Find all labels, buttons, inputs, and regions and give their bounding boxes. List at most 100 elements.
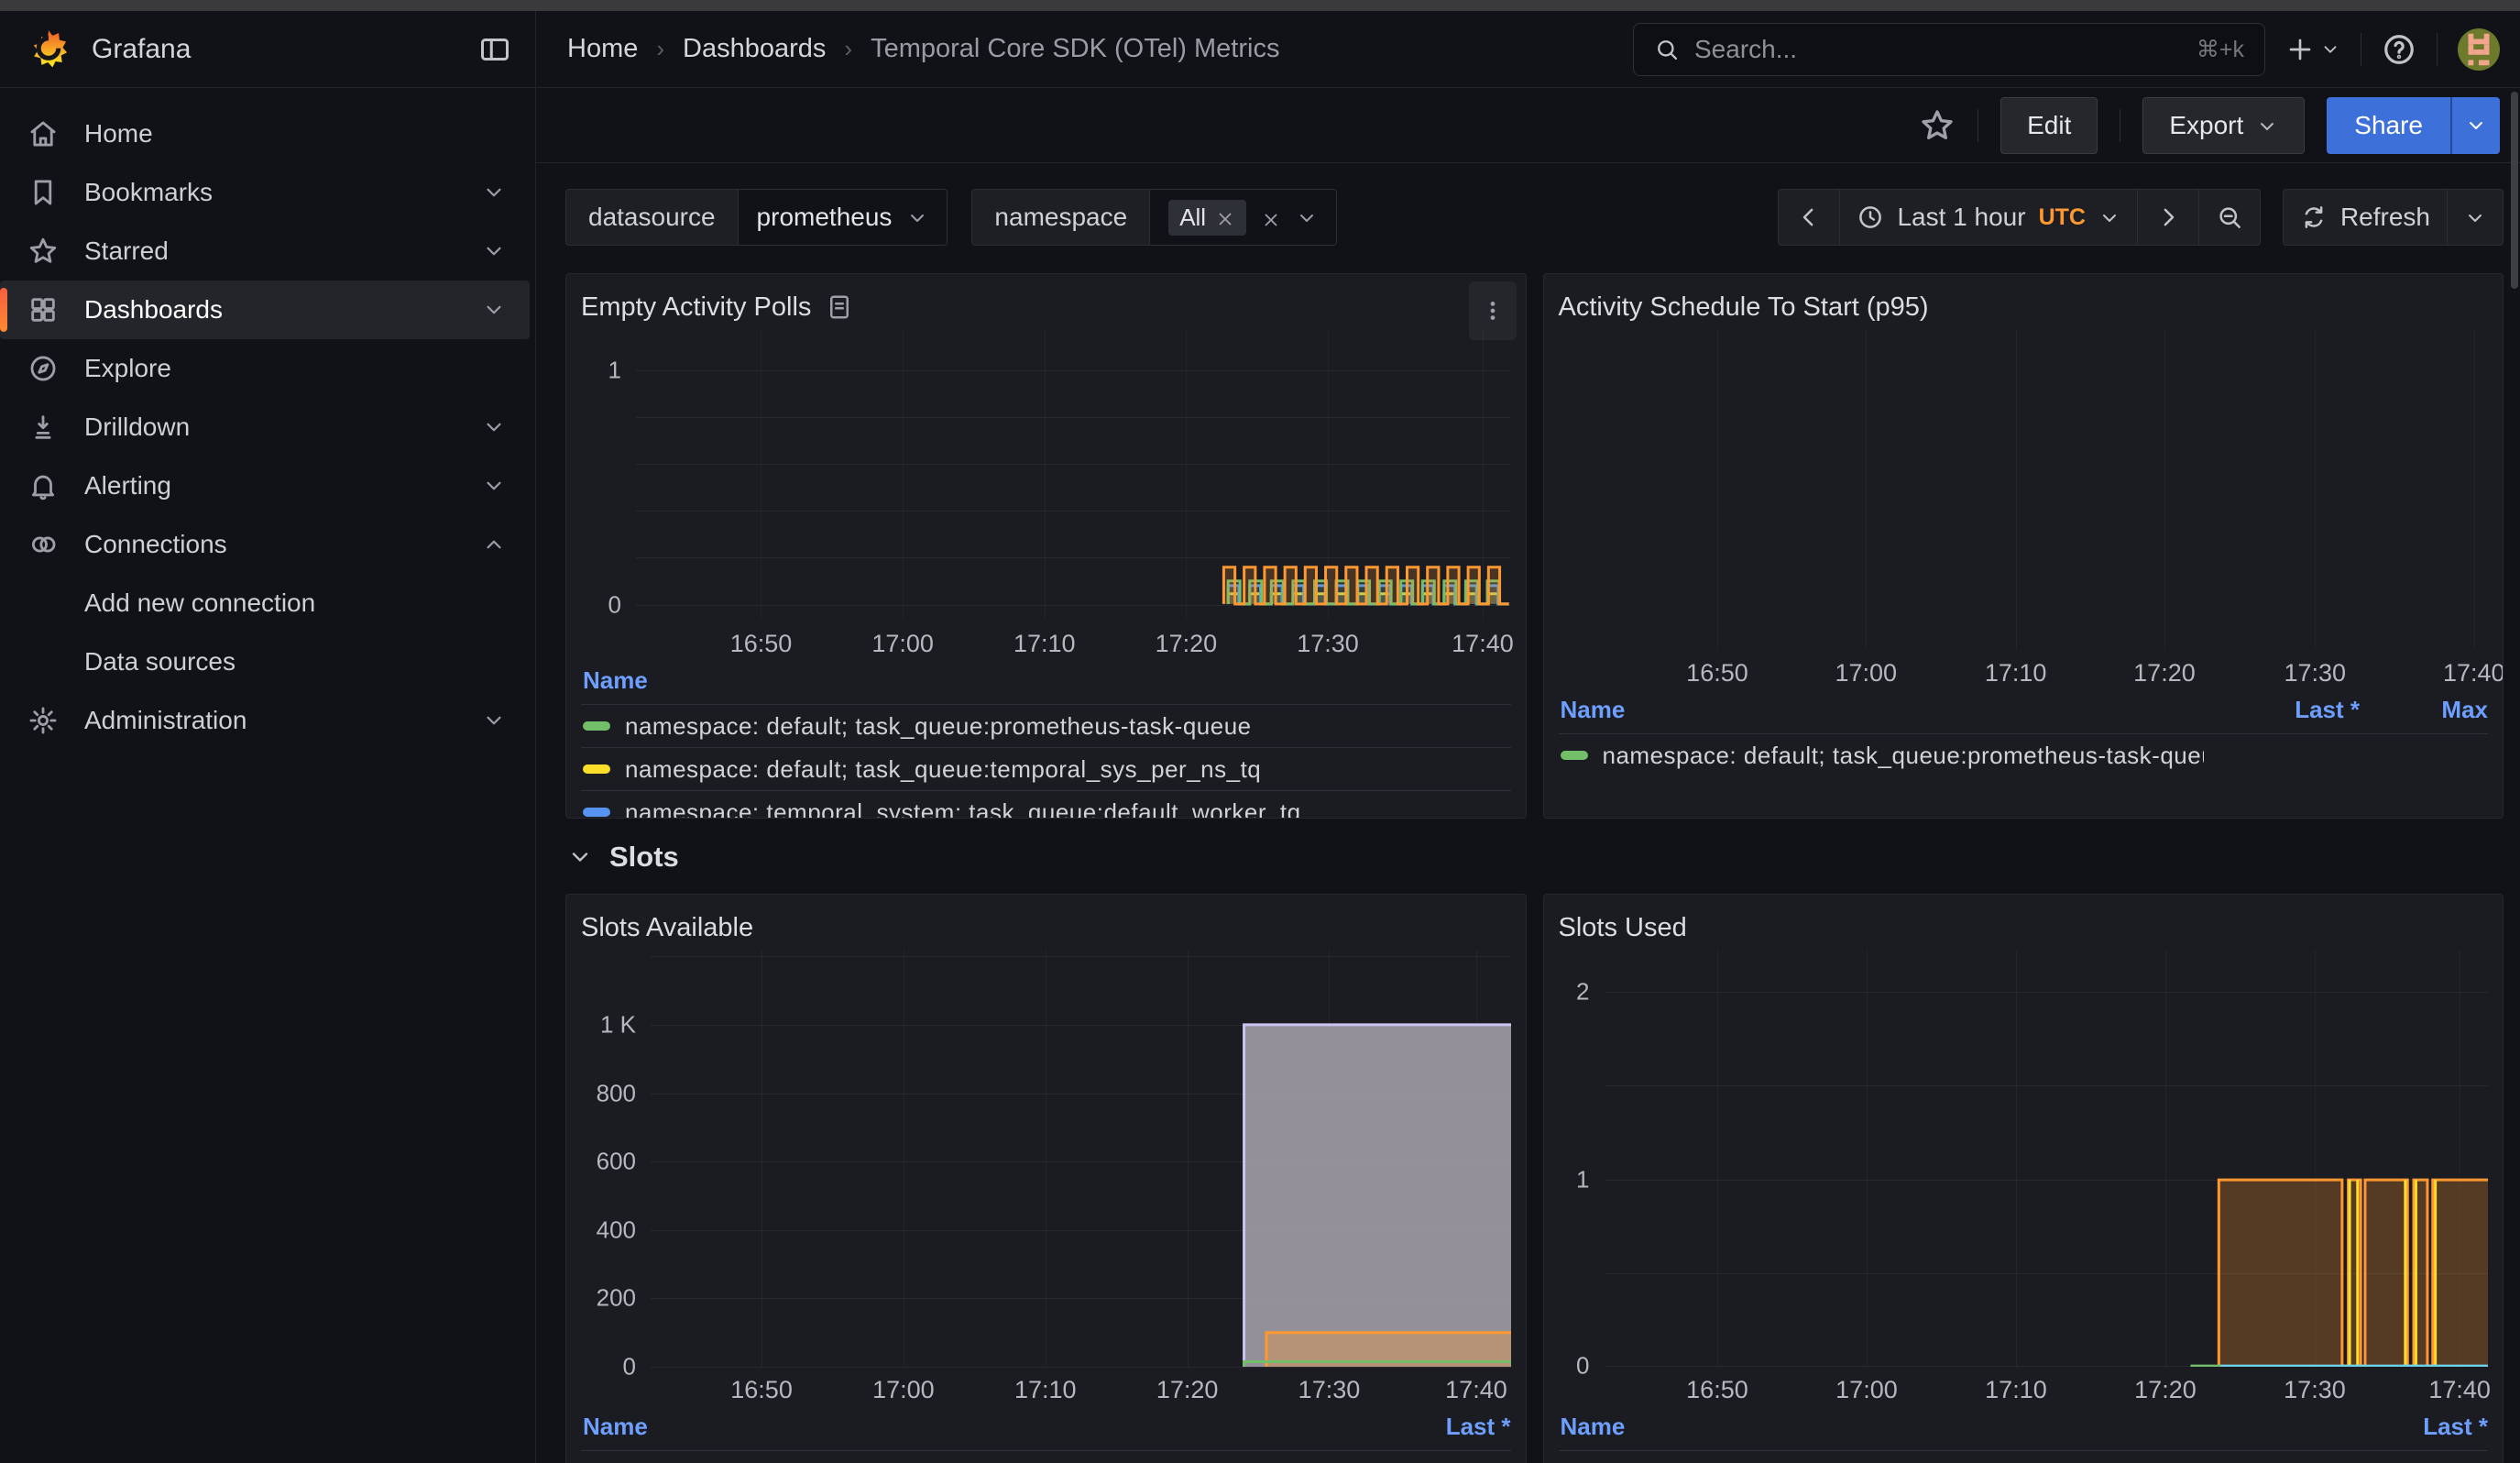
scrollbar-thumb[interactable] (2511, 92, 2518, 289)
legend-series-name[interactable]: namespace: default; task_queue:temporal_… (625, 754, 1262, 783)
refresh-button[interactable]: Refresh (2284, 190, 2447, 245)
legend-series-name[interactable]: namespace: temporal_system; task_queue:d… (625, 798, 1301, 819)
chevron-down-icon (482, 709, 506, 732)
sidebar-item-explore[interactable]: Explore (0, 339, 530, 398)
series-swatch-icon[interactable] (583, 808, 610, 817)
sidebar-item-drilldown[interactable]: Drilldown (0, 398, 530, 456)
panel-header[interactable]: Slots Used (1559, 906, 2489, 950)
legend-column-name[interactable]: Name (1560, 696, 1626, 723)
legend-series-name[interactable]: namespace: default; task_queue:prometheu… (1603, 1458, 2333, 1463)
legend-value: 1 K (1355, 1458, 1510, 1463)
sidebar-item-home[interactable]: Home (0, 104, 530, 163)
clear-icon[interactable] (1261, 207, 1281, 227)
add-new-button[interactable] (2285, 35, 2340, 64)
avatar[interactable] (2458, 28, 2500, 71)
sidebar-item-alerting[interactable]: Alerting (0, 456, 530, 515)
search-input[interactable]: Search... ⌘+k (1633, 22, 2265, 76)
panel-title: Slots Used (1558, 912, 1687, 942)
breadcrumb-home[interactable]: Home (567, 34, 639, 63)
legend-series-name[interactable]: namespace: default; task_queue:prometheu… (1602, 741, 2205, 769)
refresh-interval-button[interactable] (2447, 190, 2503, 245)
search-icon (1654, 37, 1680, 62)
legend-series-name[interactable]: namespace: default; task_queue:prometheu… (625, 1458, 1355, 1463)
x-tick-label: 17:20 (2134, 1376, 2197, 1403)
legend-series-name[interactable]: namespace: default; task_queue:prometheu… (625, 711, 1252, 740)
x-tick-label: 17:30 (2284, 1376, 2346, 1403)
x-tick-label: 17:20 (1156, 1376, 1219, 1403)
sidebar-item-data-sources[interactable]: Data sources (0, 632, 530, 691)
namespace-filter-value[interactable]: All (1150, 190, 1337, 245)
x-tick-label: 17:00 (1835, 659, 1898, 687)
gear-icon (27, 705, 59, 736)
x-tick-label: 16:50 (1686, 1376, 1748, 1403)
chevron-down-icon (482, 298, 506, 322)
edit-button[interactable]: Edit (2000, 96, 2098, 154)
y-tick-label: 0 (608, 590, 621, 618)
legend-column-name[interactable]: Name (583, 666, 648, 694)
x-tick-label: 17:40 (1445, 1376, 1507, 1403)
sidebar-item-label: Drilldown (84, 412, 191, 441)
sidebar-item-starred[interactable]: Starred (0, 222, 530, 280)
series-swatch-icon[interactable] (583, 721, 610, 731)
help-icon[interactable] (2382, 32, 2416, 67)
sidebar-item-label: Connections (84, 530, 227, 558)
panel-header[interactable]: Activity Schedule To Start (p95) (1559, 285, 2489, 329)
namespace-filter-chip[interactable]: All (1168, 199, 1247, 236)
series-swatch-icon[interactable] (1560, 751, 1588, 760)
home-icon (27, 118, 59, 149)
chart-plot[interactable] (636, 329, 1511, 621)
time-zoom-out-button[interactable] (2197, 190, 2260, 245)
legend-column-name[interactable]: Name (1560, 1413, 1626, 1440)
legend-value: 1 (2332, 1458, 2488, 1463)
x-axis: 16:50 17:00 17:10 17:20 17:30 17:40 (1559, 650, 2503, 688)
datasource-filter-value[interactable]: prometheus (738, 190, 948, 245)
sidebar-item-bookmarks[interactable]: Bookmarks (0, 163, 530, 222)
chart-plot[interactable] (651, 950, 1511, 1368)
share-menu-button[interactable] (2450, 96, 2500, 154)
panels-row-1: Empty Activity Polls 1 0 16:50 17:00 17:10 1… (565, 273, 2504, 819)
breadcrumb-current: Temporal Core SDK (OTel) Metrics (871, 34, 1280, 63)
time-range-picker[interactable]: Last 1 hour UTC (1839, 190, 2137, 245)
legend-column-last[interactable]: Last * (2295, 696, 2360, 723)
legend-column-last[interactable]: Last * (2423, 1413, 2488, 1440)
x-tick-label: 17:30 (2284, 659, 2347, 687)
x-axis: 16:50 17:00 17:10 17:20 17:30 17:40 (651, 1367, 1511, 1405)
legend-column-name[interactable]: Name (583, 1413, 648, 1440)
y-axis: 2 1 0 (1559, 950, 1605, 1379)
y-tick-label: 0 (1576, 1351, 1590, 1380)
y-tick-label: 1 (608, 356, 621, 384)
favorite-star-icon[interactable] (1919, 107, 1956, 144)
breadcrumb-dashboards[interactable]: Dashboards (683, 34, 827, 63)
panel-legend: Name Last * namespace: default; task_queue… (1558, 1405, 2488, 1463)
export-button[interactable]: Export (2142, 96, 2306, 154)
legend-column-max[interactable]: Max (2441, 696, 2488, 723)
legend-row: namespace: temporal_system; task_queue:d… (581, 790, 1511, 819)
chevron-up-icon (482, 533, 506, 556)
namespace-filter: namespace All (971, 189, 1338, 246)
close-icon[interactable] (1215, 207, 1235, 227)
panel-header[interactable]: Empty Activity Polls (581, 285, 1511, 329)
panel-menu-button[interactable] (1468, 281, 1517, 340)
chart-plot[interactable] (1604, 950, 2488, 1368)
grid-icon (27, 294, 59, 325)
panel-title: Slots Available (581, 912, 754, 942)
section-slots[interactable]: Slots (567, 841, 2504, 874)
sidebar-item-dashboards[interactable]: Dashboards (0, 280, 530, 339)
chart-plot[interactable] (1559, 329, 2489, 650)
y-tick-label: 1 K (599, 1010, 636, 1039)
sidebar-item-add-new-connection[interactable]: Add new connection (0, 574, 530, 632)
time-shift-back-button[interactable] (1779, 190, 1839, 245)
time-shift-forward-button[interactable] (2136, 190, 2198, 245)
share-button[interactable]: Share (2327, 96, 2450, 154)
description-icon (826, 293, 853, 321)
sidebar-item-administration[interactable]: Administration (0, 691, 530, 750)
panel-header[interactable]: Slots Available (581, 906, 1511, 950)
legend-column-last[interactable]: Last * (1445, 1413, 1511, 1440)
sidebar-toggle-icon[interactable] (478, 33, 511, 66)
top-nav: Grafana Home › Dashboards › Temporal Cor… (0, 11, 2520, 88)
x-tick-label: 17:40 (2428, 1376, 2491, 1403)
drilldown-icon (27, 412, 59, 443)
series-swatch-icon[interactable] (583, 764, 610, 774)
sidebar-item-connections[interactable]: Connections (0, 515, 530, 574)
